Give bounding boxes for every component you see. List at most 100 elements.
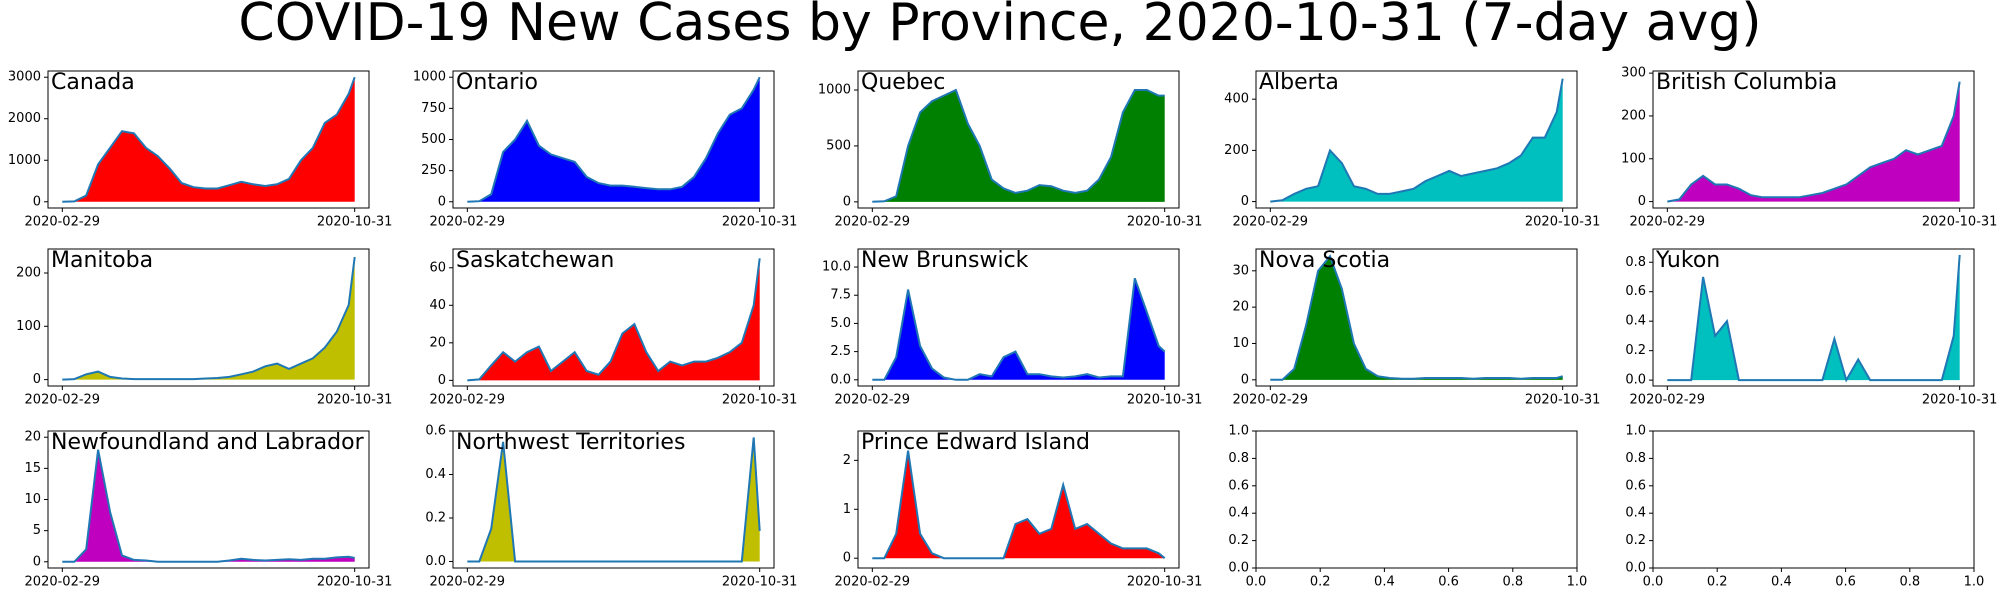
y-tick-label: 0.4: [1228, 506, 1249, 521]
y-tick-label: 0.6: [1625, 284, 1646, 299]
x-tick-label: 2020-10-31: [722, 215, 798, 230]
x-tick-label: 2020-10-31: [1525, 393, 1601, 408]
y-tick-label: 0.6: [425, 424, 446, 439]
subplot-title: Saskatchewan: [456, 248, 614, 273]
axes-frame: [1652, 70, 1975, 209]
y-tick-label: 0: [438, 194, 446, 209]
y-tick-label: 5.0: [830, 316, 851, 331]
line: [1667, 254, 1961, 383]
x-tick-label: 2020-10-31: [317, 215, 393, 230]
y-tick-label: 0: [1241, 194, 1249, 209]
x-tick-label: 1.0: [1567, 575, 1588, 590]
y-tick-label: 2: [843, 453, 851, 468]
y-tick-label: 5: [33, 523, 41, 538]
y-tick-label: 60: [429, 260, 446, 275]
y-tick-label: 0.6: [1625, 478, 1646, 493]
subplot-title: Manitoba: [51, 248, 153, 273]
subplot-title: Alberta: [1259, 70, 1339, 95]
y-tick-label: 0: [438, 373, 446, 388]
axes-frame: [47, 248, 370, 387]
x-tick-label: 2020-02-29: [835, 393, 911, 408]
axes-frame: [47, 70, 370, 209]
axes-frame: [857, 430, 1180, 569]
y-tick-label: 0: [33, 194, 41, 209]
x-tick-label: 0.2: [1310, 575, 1331, 590]
y-tick-label: 0.8: [1625, 451, 1646, 466]
subplot-title: Newfoundland and Labrador: [51, 430, 365, 455]
subplot-title: Yukon: [1655, 248, 1720, 273]
line: [62, 256, 356, 381]
area: [1270, 256, 1563, 380]
y-tick-label: 10: [24, 492, 41, 507]
y-tick-label: 200: [1621, 108, 1646, 123]
y-tick-label: 0.4: [425, 467, 446, 482]
y-tick-label: 15: [24, 461, 41, 476]
axes-frame: [452, 430, 775, 569]
subplot-title: Nova Scotia: [1259, 248, 1390, 273]
y-tick-label: 2.5: [830, 344, 851, 359]
line: [872, 88, 1165, 203]
y-tick-label: 2000: [8, 111, 41, 126]
y-tick-label: 1000: [413, 70, 446, 85]
y-tick-label: 20: [1232, 300, 1249, 315]
x-tick-label: 1.0: [1964, 575, 1985, 590]
y-tick-label: 0.8: [1228, 451, 1249, 466]
x-tick-label: 2020-02-29: [25, 575, 101, 590]
x-tick-label: 2020-10-31: [1525, 215, 1601, 230]
x-tick-label: 0.4: [1771, 575, 1792, 590]
y-tick-label: 500: [421, 132, 446, 147]
y-tick-label: 30: [1232, 263, 1249, 278]
y-tick-label: 250: [421, 163, 446, 178]
y-tick-label: 7.5: [830, 288, 851, 303]
subplot-title: Ontario: [456, 70, 538, 95]
area: [467, 77, 760, 202]
x-tick-label: 2020-10-31: [1922, 215, 1998, 230]
axes-frame: [857, 248, 1180, 387]
x-tick-label: 0.2: [1707, 575, 1728, 590]
line: [62, 76, 356, 203]
axes-frame: [1255, 430, 1578, 569]
y-tick-label: 0.2: [1625, 533, 1646, 548]
axes-frame: [1255, 70, 1578, 209]
x-tick-label: 2020-02-29: [1630, 393, 1706, 408]
line: [872, 450, 1166, 560]
y-tick-label: 100: [16, 319, 41, 334]
y-tick-label: 1000: [818, 83, 851, 98]
x-tick-label: 0.8: [1502, 575, 1523, 590]
x-tick-label: 2020-10-31: [1922, 393, 1998, 408]
x-tick-label: 0.6: [1835, 575, 1856, 590]
y-tick-label: 20: [429, 335, 446, 350]
axes-frame: [1652, 430, 1975, 569]
x-tick-label: 2020-02-29: [25, 215, 101, 230]
y-tick-label: 3000: [8, 70, 41, 85]
y-tick-label: 20: [24, 430, 41, 445]
subplot-title: Canada: [51, 70, 135, 95]
x-tick-label: 0.0: [1643, 575, 1664, 590]
x-tick-label: 2020-10-31: [722, 393, 798, 408]
line: [62, 449, 355, 563]
y-tick-label: 0.8: [1625, 255, 1646, 270]
area: [1667, 254, 1960, 381]
axes-frame: [1255, 248, 1578, 387]
y-tick-label: 0.2: [1228, 533, 1249, 548]
y-tick-label: 300: [1621, 66, 1646, 81]
x-tick-label: 2020-02-29: [25, 393, 101, 408]
axes-frame: [1652, 248, 1975, 387]
area: [62, 77, 355, 202]
x-tick-label: 2020-10-31: [317, 575, 393, 590]
y-tick-label: 10: [1232, 336, 1249, 351]
y-tick-label: 1000: [8, 153, 41, 168]
y-tick-label: 200: [16, 265, 41, 280]
y-tick-label: 500: [826, 138, 851, 153]
subplot-title: Northwest Territories: [456, 430, 685, 455]
area: [467, 258, 760, 381]
y-tick-label: 0.4: [1625, 314, 1646, 329]
x-tick-label: 0.6: [1438, 575, 1459, 590]
x-tick-label: 2020-02-29: [1630, 215, 1706, 230]
area: [872, 90, 1165, 202]
x-tick-label: 2020-02-29: [1233, 393, 1309, 408]
line: [1667, 81, 1961, 203]
area: [872, 278, 1165, 380]
y-tick-label: 1.0: [1625, 424, 1646, 439]
y-tick-label: 100: [1621, 151, 1646, 166]
